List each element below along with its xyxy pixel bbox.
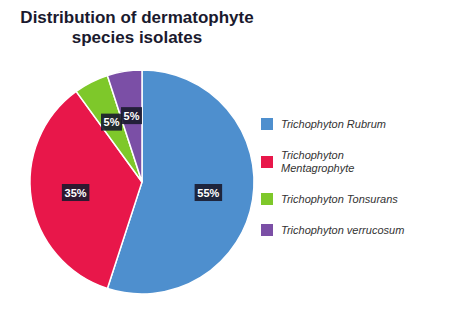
html-text:Trichophyton Tonsurans: Trichophyton Tonsurans: [281, 192, 398, 205]
html-text:Distribution of dermatophyte s: Distribution of dermatophyte species iso…: [20, 8, 254, 47]
html-text:Trichophyton verrucosum: Trichophyton verrucosum: [281, 223, 405, 236]
html-text:Trichophyton Rubrum: Trichophyton Rubrum: [281, 117, 386, 130]
svg-text:55%: 55%: [197, 187, 219, 199]
html-text:Trichophyton Mentagrophyte: Trichophyton Mentagrophyte: [281, 148, 355, 174]
svg-text:35%: 35%: [65, 187, 87, 199]
svg-text:5%: 5%: [124, 110, 140, 122]
svg-text:5%: 5%: [104, 116, 120, 128]
